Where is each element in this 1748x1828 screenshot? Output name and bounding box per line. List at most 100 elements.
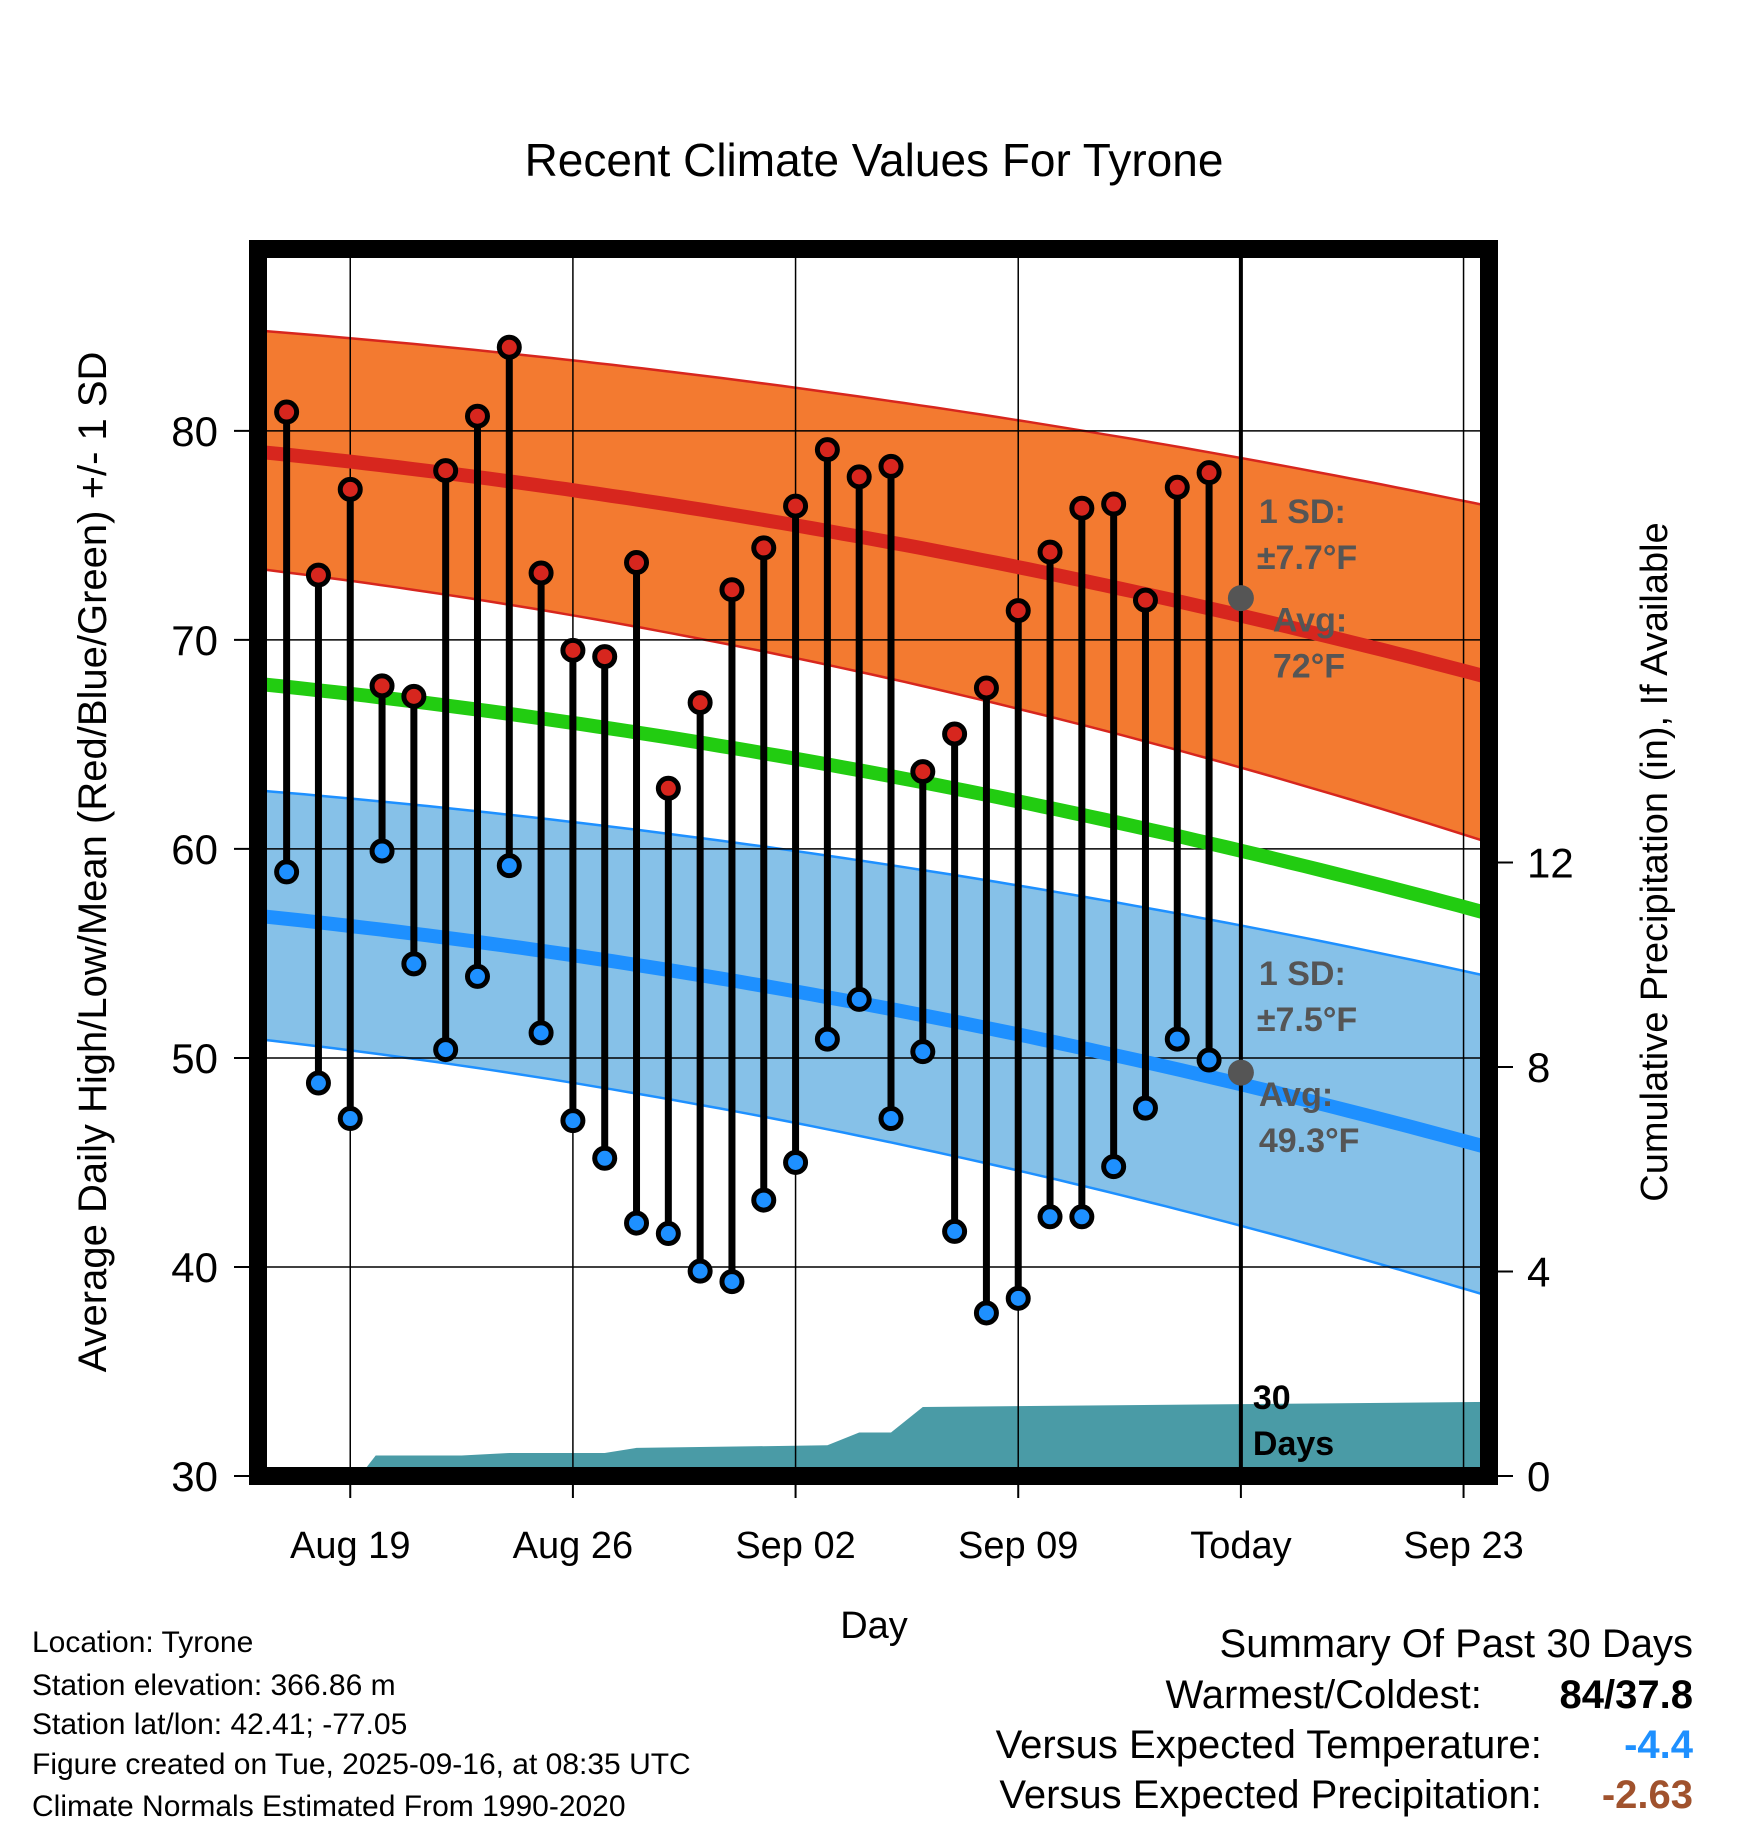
daily-low-point bbox=[274, 859, 300, 885]
high-sd-band bbox=[258, 330, 1489, 843]
daily-low-point bbox=[687, 1258, 713, 1284]
y-tick-label: 70 bbox=[171, 617, 218, 664]
daily-high-point bbox=[464, 403, 490, 429]
mean-avg-line bbox=[258, 676, 1489, 921]
daily-high-point bbox=[369, 673, 395, 699]
high-minus-sd-line bbox=[258, 567, 1489, 844]
low-minus-sd-line bbox=[258, 1037, 1489, 1298]
daily-low-point bbox=[814, 1026, 840, 1052]
daily-low-point bbox=[1196, 1047, 1222, 1073]
low-plus-sd-line bbox=[258, 789, 1489, 978]
y-tick-label: 80 bbox=[171, 408, 218, 455]
daily-low-point bbox=[1069, 1204, 1095, 1230]
x-tick-label: Aug 19 bbox=[290, 1525, 410, 1567]
low-sd-label: 1 SD: bbox=[1259, 955, 1346, 993]
summary-title: Summary Of Past 30 Days bbox=[1219, 1622, 1693, 1666]
daily-high-point bbox=[814, 437, 840, 463]
high-avg-value: 72°F bbox=[1273, 648, 1345, 686]
y-axis-label: Average Daily High/Low/Mean (Red/Blue/Gr… bbox=[71, 352, 115, 1373]
summary-precip-row: Versus Expected Precipitation: -2.63 bbox=[999, 1773, 1693, 1818]
x-tick-label: Sep 09 bbox=[958, 1525, 1078, 1567]
daily-low-point bbox=[910, 1039, 936, 1065]
daily-high-point bbox=[528, 560, 554, 586]
summary-temp-label: Versus Expected Temperature: bbox=[995, 1723, 1542, 1767]
daily-low-point bbox=[337, 1106, 363, 1132]
daily-high-point bbox=[1164, 474, 1190, 500]
summary-warmest-value: 84/37.8 bbox=[1559, 1673, 1693, 1717]
daily-high-point bbox=[274, 399, 300, 425]
y-tick-label: 60 bbox=[171, 826, 218, 873]
daily-high-point bbox=[751, 535, 777, 561]
high-sd-value: ±7.7°F bbox=[1257, 539, 1357, 577]
daily-high-point bbox=[783, 493, 809, 519]
high-avg-line bbox=[258, 444, 1489, 685]
info-latlon: Station lat/lon: 42.41; -77.05 bbox=[32, 1708, 408, 1741]
high-sd-label: 1 SD: bbox=[1259, 493, 1346, 531]
daily-high-point bbox=[910, 759, 936, 785]
summary-precip-label: Versus Expected Precipitation: bbox=[999, 1773, 1542, 1817]
daily-low-point bbox=[305, 1070, 331, 1096]
today-high-avg-marker bbox=[1227, 585, 1254, 612]
daily-low-point bbox=[433, 1037, 459, 1063]
today-low-avg-marker bbox=[1227, 1059, 1254, 1086]
daily-low-point bbox=[719, 1269, 745, 1295]
daily-low-point bbox=[1101, 1154, 1127, 1180]
daily-high-point bbox=[496, 334, 522, 360]
daily-low-point bbox=[592, 1145, 618, 1171]
info-normals: Climate Normals Estimated From 1990-2020 bbox=[32, 1790, 626, 1823]
low-avg-value: 49.3°F bbox=[1259, 1122, 1360, 1160]
y-tick-label: 50 bbox=[171, 1035, 218, 1082]
daily-high-point bbox=[1037, 539, 1063, 565]
high-avg-label: Avg: bbox=[1273, 602, 1347, 640]
low-sd-value: ±7.5°F bbox=[1257, 1001, 1357, 1039]
x-tick-label: Sep 23 bbox=[1403, 1525, 1523, 1567]
daily-low-point bbox=[655, 1221, 681, 1247]
summary-warmest-label: Warmest/Coldest: bbox=[1165, 1673, 1482, 1717]
daily-high-point bbox=[337, 476, 363, 502]
summary-temp-row: Versus Expected Temperature: -4.4 bbox=[996, 1723, 1693, 1768]
x-tick-label: Aug 26 bbox=[513, 1525, 633, 1567]
daily-low-point bbox=[973, 1300, 999, 1326]
daily-high-point bbox=[1132, 587, 1158, 613]
daily-low-point bbox=[528, 1020, 554, 1046]
daily-low-point bbox=[942, 1218, 968, 1244]
daily-high-point bbox=[719, 577, 745, 603]
daily-low-point bbox=[624, 1210, 650, 1236]
x-axis-label: Day bbox=[840, 1605, 908, 1647]
info-created: Figure created on Tue, 2025-09-16, at 08… bbox=[32, 1748, 691, 1781]
x-tick-label: Sep 02 bbox=[735, 1525, 855, 1567]
info-elevation: Station elevation: 366.86 m bbox=[32, 1669, 396, 1702]
daily-high-point bbox=[401, 683, 427, 709]
daily-low-point bbox=[1164, 1026, 1190, 1052]
daily-low-point bbox=[751, 1187, 777, 1213]
x-tick-label: Today bbox=[1190, 1525, 1291, 1567]
summary-warmest-row: Warmest/Coldest: 84/37.8 bbox=[1166, 1673, 1694, 1718]
y2-tick-label: 0 bbox=[1527, 1453, 1550, 1500]
daily-high-point bbox=[1101, 491, 1127, 517]
low-avg-line bbox=[258, 908, 1489, 1155]
daily-high-point bbox=[687, 690, 713, 716]
y2-tick-label: 8 bbox=[1527, 1044, 1550, 1091]
daily-low-point bbox=[846, 986, 872, 1012]
daily-high-point bbox=[624, 550, 650, 576]
days-word-label: Days bbox=[1253, 1425, 1334, 1463]
daily-low-point bbox=[1037, 1204, 1063, 1230]
y2-tick-label: 4 bbox=[1527, 1249, 1550, 1296]
y2-axis-label: Cumulative Precipitation (in), If Availa… bbox=[1634, 522, 1676, 1201]
daily-low-point bbox=[783, 1149, 809, 1175]
summary-temp-value: -4.4 bbox=[1624, 1723, 1693, 1767]
low-sd-band bbox=[258, 790, 1489, 1297]
daily-low-point bbox=[1005, 1285, 1031, 1311]
daily-high-point bbox=[305, 562, 331, 588]
daily-low-point bbox=[1132, 1095, 1158, 1121]
daily-low-point bbox=[369, 838, 395, 864]
daily-high-point bbox=[433, 458, 459, 484]
high-plus-sd-line bbox=[258, 329, 1489, 508]
daily-high-point bbox=[592, 644, 618, 670]
summary-precip-value: -2.63 bbox=[1601, 1773, 1693, 1817]
daily-low-point bbox=[878, 1106, 904, 1132]
low-avg-label: Avg: bbox=[1259, 1076, 1333, 1114]
y2-tick-label: 12 bbox=[1527, 840, 1574, 887]
daily-high-point bbox=[942, 721, 968, 747]
